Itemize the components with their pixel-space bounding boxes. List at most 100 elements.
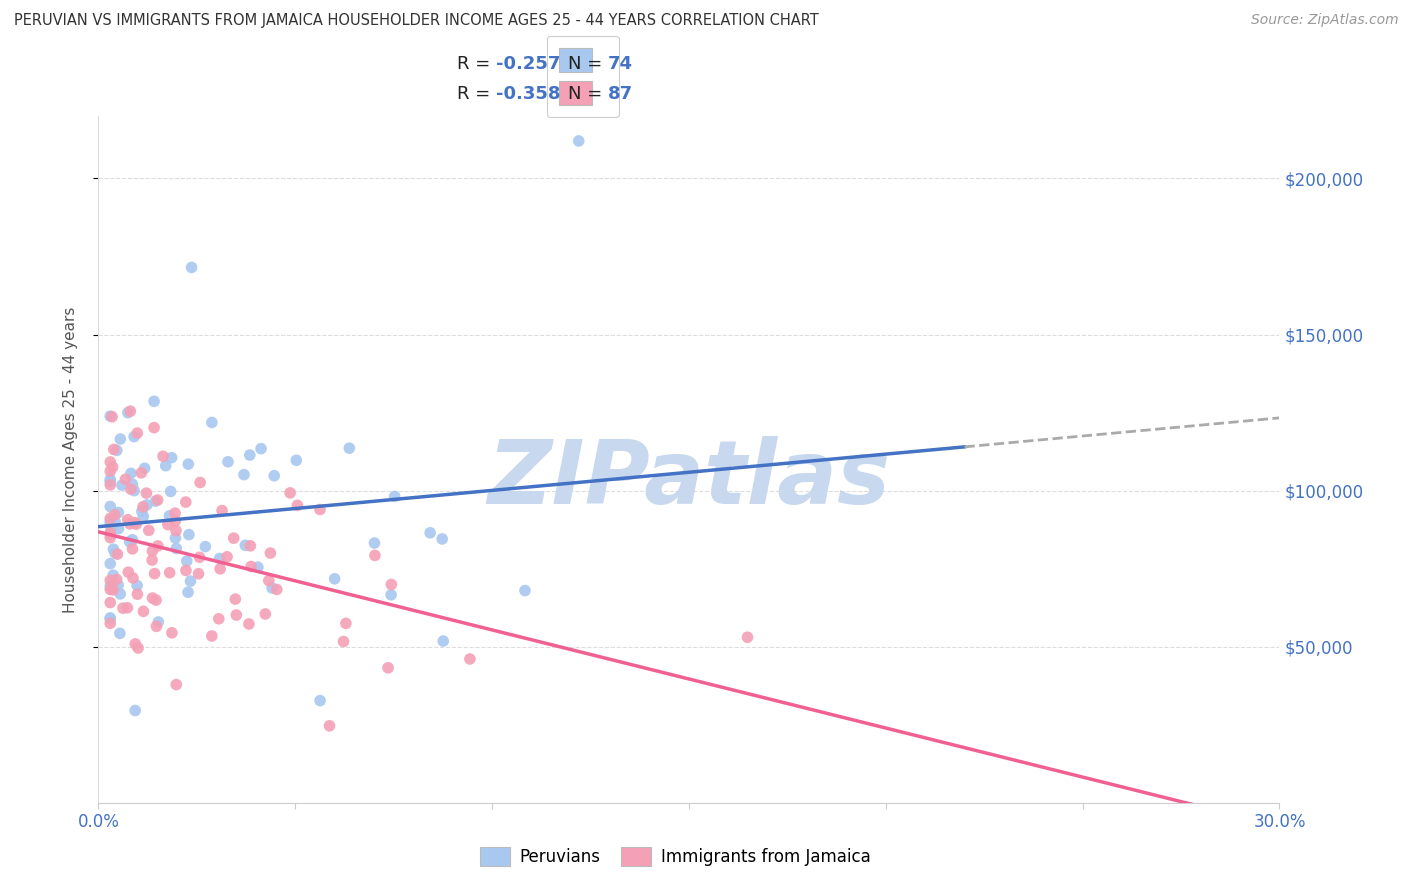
Text: -0.358: -0.358: [496, 85, 561, 103]
Point: [114, 472, 136, 486]
Point: [145, 619, 167, 633]
Point: [124, 637, 146, 651]
Point: [141, 591, 163, 605]
Point: [122, 571, 145, 585]
Point: [208, 612, 231, 626]
Point: [117, 600, 139, 615]
Point: [127, 426, 149, 441]
Point: [259, 546, 281, 560]
Point: [165, 506, 187, 520]
Text: Source: ZipAtlas.com: Source: ZipAtlas.com: [1251, 13, 1399, 28]
Point: [143, 420, 166, 434]
Point: [122, 483, 145, 498]
Point: [335, 616, 357, 631]
Point: [160, 625, 183, 640]
Point: [233, 467, 256, 482]
Point: [377, 661, 399, 675]
Point: [120, 467, 142, 481]
Point: [309, 502, 332, 516]
Point: [179, 574, 201, 588]
Point: [107, 506, 129, 520]
Point: [98, 579, 121, 593]
Point: [432, 634, 454, 648]
Point: [257, 574, 280, 588]
Point: [121, 477, 143, 491]
Text: -0.257: -0.257: [496, 55, 561, 73]
Point: [332, 634, 354, 648]
Point: [165, 531, 187, 545]
Point: [117, 513, 139, 527]
Point: [180, 260, 202, 275]
Point: [98, 612, 121, 626]
Point: [254, 607, 277, 621]
Point: [165, 541, 187, 556]
Point: [380, 577, 402, 591]
Point: [98, 582, 121, 597]
Point: [309, 693, 332, 707]
Point: [100, 522, 122, 536]
Point: [238, 617, 260, 632]
Point: [146, 539, 169, 553]
Point: [225, 608, 247, 623]
Point: [363, 536, 385, 550]
Point: [101, 460, 124, 475]
Point: [134, 461, 156, 475]
Legend: , : ,: [547, 36, 619, 118]
Text: N =: N =: [568, 55, 607, 73]
Point: [98, 511, 121, 525]
Point: [127, 640, 149, 655]
Text: R =: R =: [457, 85, 496, 103]
Point: [103, 582, 125, 597]
Text: ZIPatlas: ZIPatlas: [488, 436, 890, 524]
Point: [141, 553, 163, 567]
Point: [159, 566, 181, 580]
Point: [165, 677, 187, 691]
Point: [323, 572, 346, 586]
Point: [98, 525, 121, 540]
Point: [430, 532, 453, 546]
Point: [211, 503, 233, 517]
Point: [250, 442, 273, 456]
Point: [98, 531, 121, 545]
Point: [132, 604, 155, 618]
Text: PERUVIAN VS IMMIGRANTS FROM JAMAICA HOUSEHOLDER INCOME AGES 25 - 44 YEARS CORREL: PERUVIAN VS IMMIGRANTS FROM JAMAICA HOUS…: [14, 13, 818, 29]
Point: [287, 499, 309, 513]
Point: [98, 527, 121, 541]
Point: [104, 515, 127, 529]
Y-axis label: Householder Income Ages 25 - 44 years: Householder Income Ages 25 - 44 years: [63, 306, 77, 613]
Point: [215, 549, 238, 564]
Point: [263, 468, 285, 483]
Point: [176, 554, 198, 568]
Point: [107, 578, 129, 592]
Point: [233, 538, 256, 552]
Point: [105, 443, 128, 458]
Point: [246, 560, 269, 574]
Text: 74: 74: [607, 55, 633, 73]
Point: [239, 539, 262, 553]
Point: [103, 442, 125, 457]
Point: [98, 473, 121, 487]
Point: [145, 494, 167, 508]
Point: [98, 517, 121, 532]
Point: [737, 630, 759, 644]
Point: [111, 601, 134, 615]
Point: [121, 541, 143, 556]
Point: [98, 611, 121, 625]
Point: [160, 450, 183, 465]
Point: [380, 588, 402, 602]
Point: [419, 525, 441, 540]
Point: [155, 458, 177, 473]
Point: [122, 430, 145, 444]
Point: [156, 517, 179, 532]
Point: [143, 566, 166, 581]
Point: [120, 482, 142, 496]
Point: [135, 486, 157, 500]
Point: [143, 394, 166, 409]
Point: [174, 495, 197, 509]
Point: [152, 450, 174, 464]
Point: [201, 629, 224, 643]
Point: [513, 583, 536, 598]
Point: [384, 490, 406, 504]
Point: [239, 448, 262, 462]
Point: [107, 522, 129, 536]
